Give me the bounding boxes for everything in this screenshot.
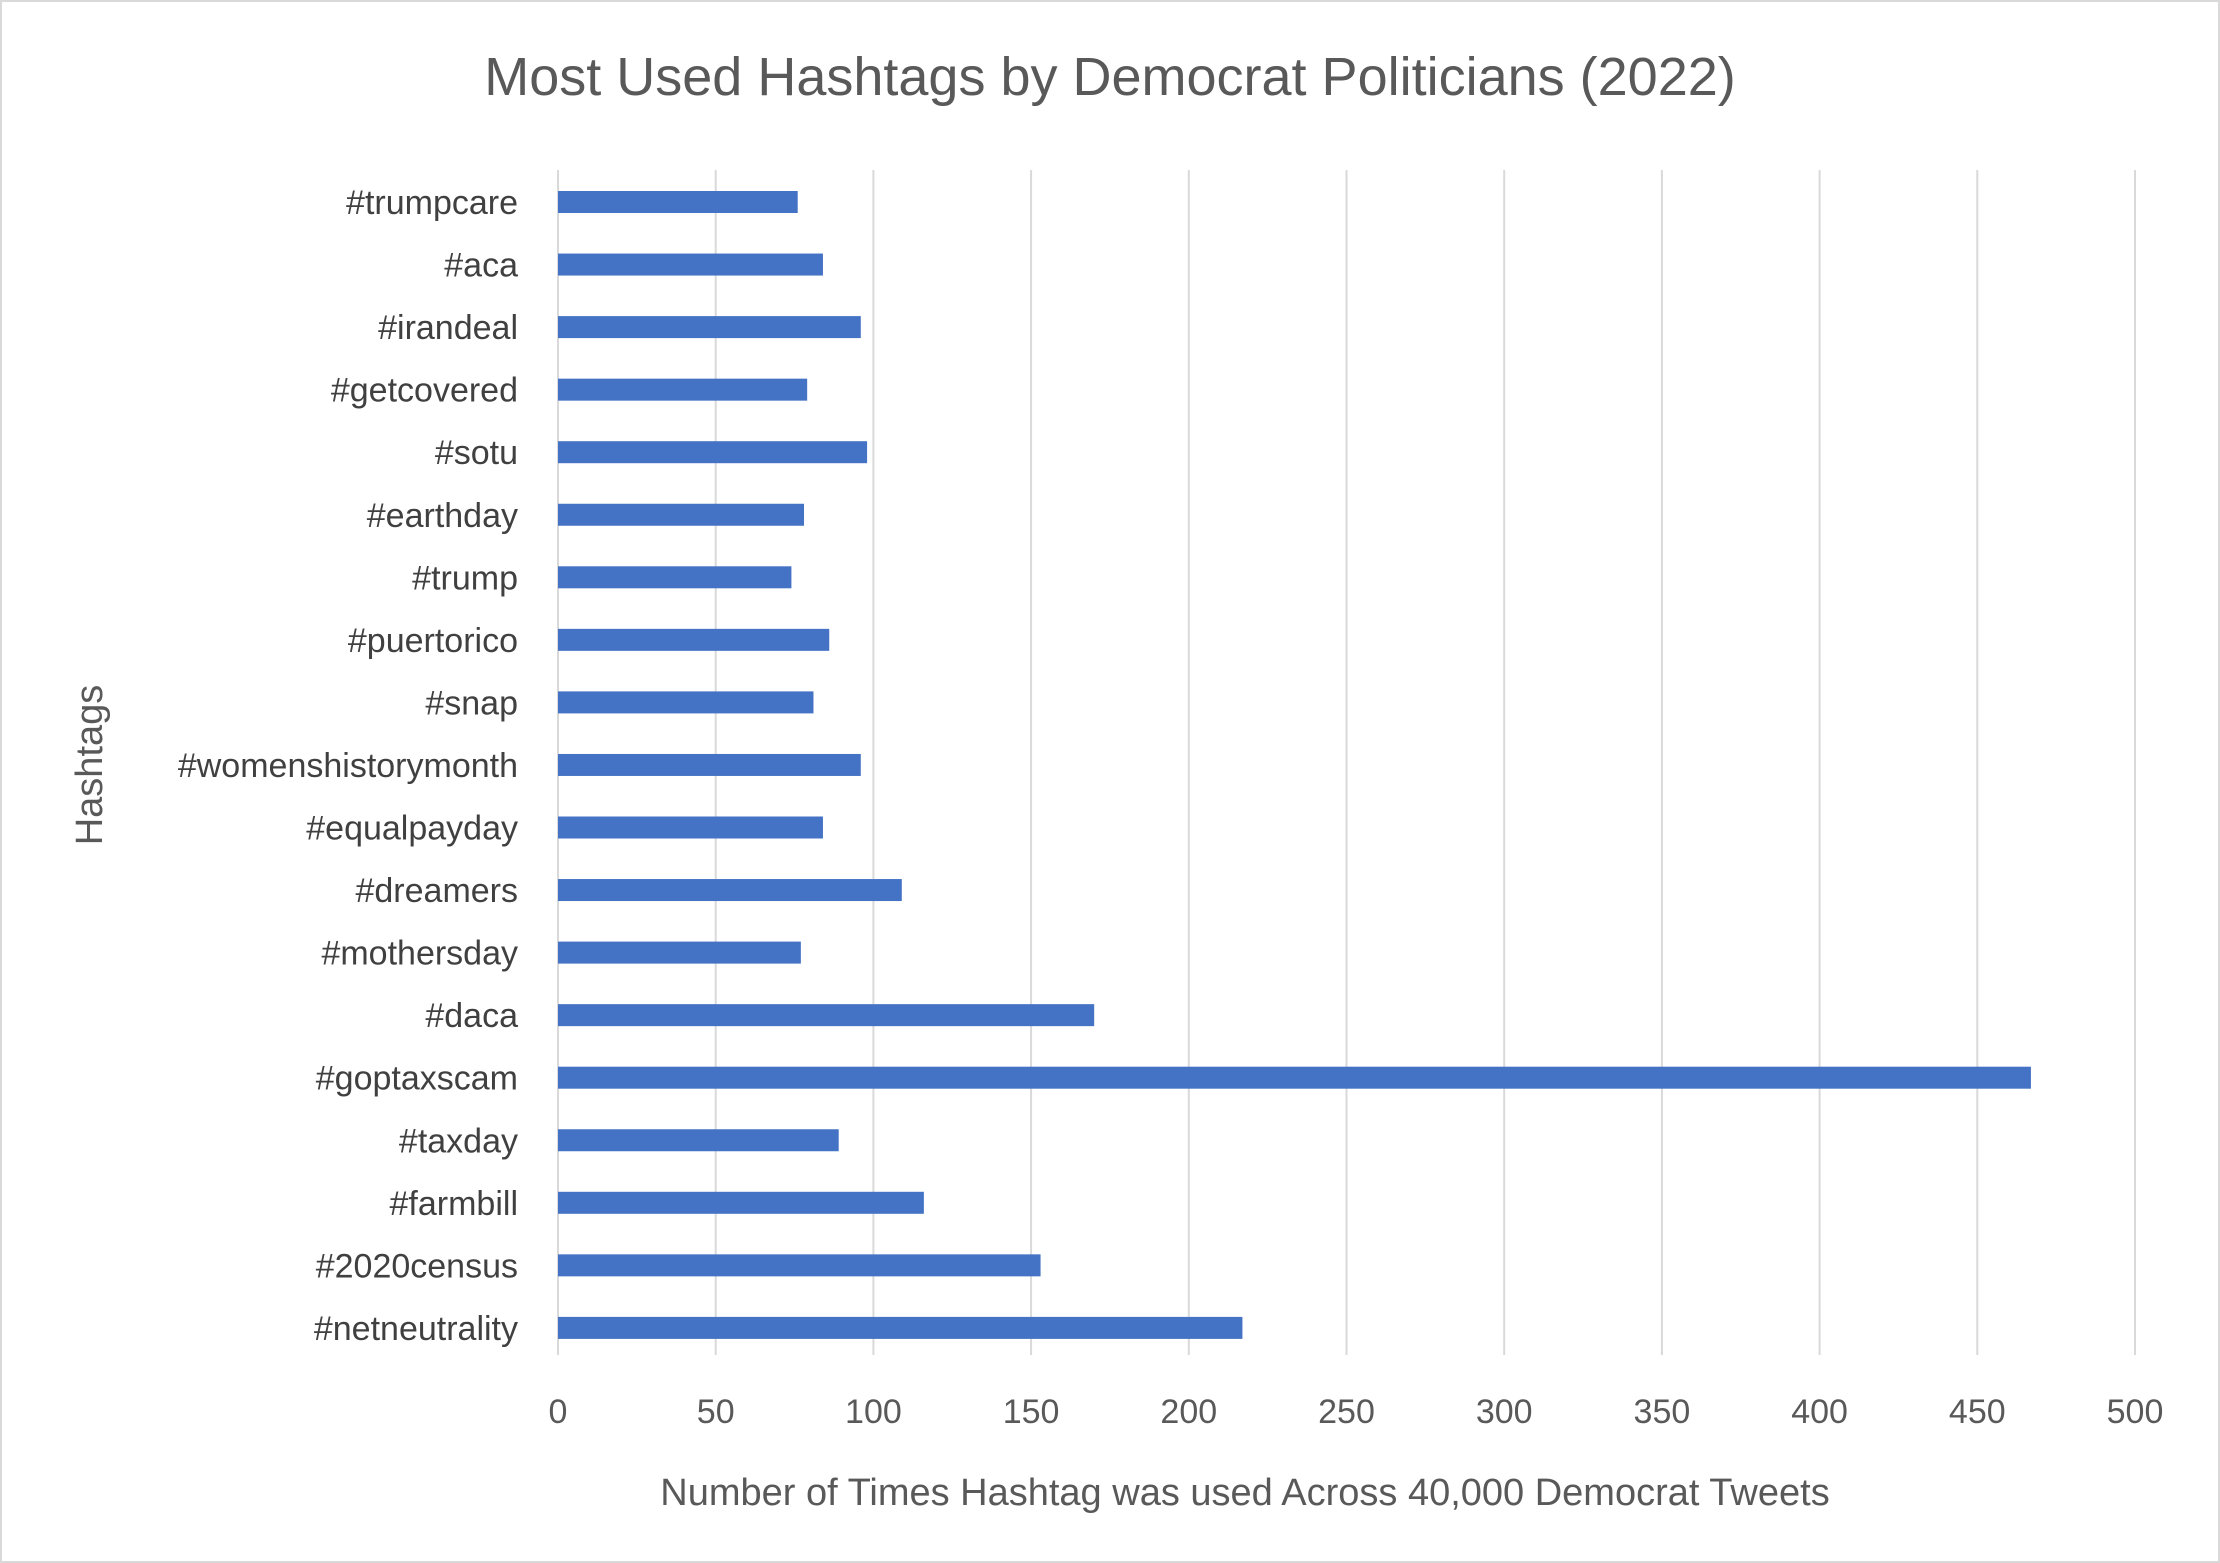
chart-title: Most Used Hashtags by Democrat Politicia… bbox=[484, 47, 1736, 107]
category-label: #netneutrality bbox=[314, 1310, 518, 1348]
x-tick-label: 100 bbox=[845, 1393, 902, 1431]
bar-netneutrality bbox=[558, 1316, 1243, 1339]
x-tick-label: 400 bbox=[1791, 1393, 1848, 1431]
bars bbox=[558, 191, 2031, 1339]
bar-dreamers bbox=[558, 879, 902, 902]
bar-puertorico bbox=[558, 628, 830, 651]
x-tick-label: 150 bbox=[1003, 1393, 1060, 1431]
x-tick-label: 350 bbox=[1634, 1393, 1691, 1431]
x-tick-label: 250 bbox=[1318, 1393, 1375, 1431]
category-label: #goptaxscam bbox=[316, 1060, 518, 1098]
category-label: #2020census bbox=[316, 1247, 518, 1285]
gridlines bbox=[557, 170, 2136, 1355]
category-label: #irandeal bbox=[378, 309, 518, 347]
category-labels: #trumpcare #aca #irandeal #getcovered #sotu #… bbox=[178, 184, 518, 1348]
bar-getcovered bbox=[558, 378, 808, 401]
category-label: #trump bbox=[412, 559, 518, 597]
bar-aca bbox=[558, 253, 823, 276]
x-tick-label: 50 bbox=[697, 1393, 735, 1431]
category-label: #trumpcare bbox=[346, 184, 518, 222]
bar-trump bbox=[558, 566, 792, 589]
category-label: #dreamers bbox=[355, 872, 518, 910]
y-axis-title: Hashtags bbox=[69, 685, 111, 846]
category-label: #taxday bbox=[399, 1122, 518, 1160]
bar-2020census bbox=[558, 1254, 1041, 1277]
bar-farmbill bbox=[558, 1191, 924, 1214]
bar-equalpayday bbox=[558, 816, 823, 839]
bar-taxday bbox=[558, 1129, 839, 1152]
category-label: #mothersday bbox=[321, 935, 518, 973]
x-tick-label: 300 bbox=[1476, 1393, 1533, 1431]
x-tick-label: 450 bbox=[1949, 1393, 2006, 1431]
category-label: #earthday bbox=[367, 497, 518, 535]
category-label: #puertorico bbox=[348, 622, 518, 660]
category-label: #daca bbox=[425, 997, 518, 1035]
category-label: #farmbill bbox=[390, 1185, 518, 1223]
bar-womenshistorymonth bbox=[558, 753, 861, 776]
x-axis-title: Number of Times Hashtag was used Across … bbox=[660, 1472, 1829, 1514]
category-label: #snap bbox=[425, 684, 518, 722]
category-label: #getcovered bbox=[331, 372, 518, 410]
x-tick-label: 500 bbox=[2107, 1393, 2164, 1431]
category-label: #equalpayday bbox=[306, 810, 518, 848]
bar-snap bbox=[558, 691, 814, 714]
bar-irandeal bbox=[558, 316, 861, 339]
bar-sotu bbox=[558, 441, 868, 464]
bar-mothersday bbox=[558, 941, 801, 964]
category-label: #sotu bbox=[435, 434, 518, 472]
x-tick-labels: 0 50 100 150 200 250 300 350 400 450 500 bbox=[549, 1393, 2164, 1431]
bar-daca bbox=[558, 1004, 1095, 1027]
category-label: #aca bbox=[444, 247, 518, 285]
x-tick-label: 200 bbox=[1160, 1393, 1217, 1431]
category-label: #womenshistorymonth bbox=[178, 747, 518, 785]
x-tick-label: 0 bbox=[549, 1393, 568, 1431]
bar-trumpcare bbox=[558, 191, 798, 213]
bar-earthday bbox=[558, 503, 805, 526]
bar-goptaxscam bbox=[558, 1066, 2031, 1089]
